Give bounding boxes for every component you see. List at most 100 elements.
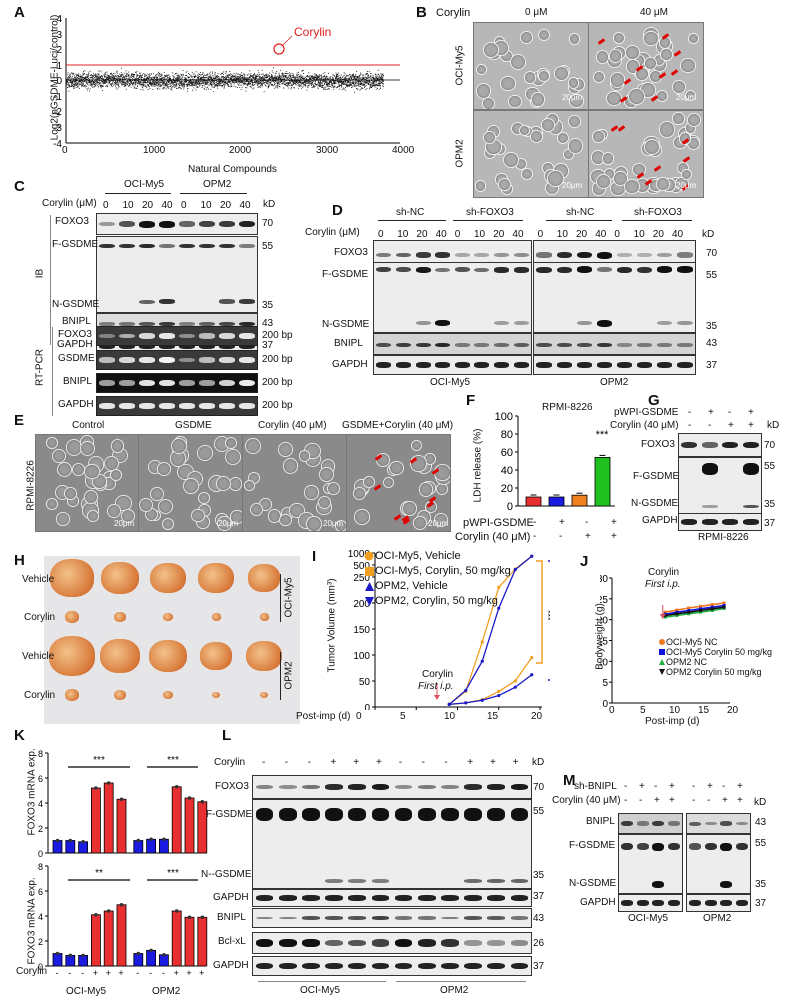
lane-label: + bbox=[748, 407, 754, 418]
lane-label: 40 bbox=[672, 229, 684, 240]
lane-label: 20 bbox=[416, 229, 428, 240]
row2-label: Corylin (40 μM) bbox=[455, 531, 531, 543]
lane-label: + bbox=[611, 517, 617, 528]
group-label: OPM2 bbox=[283, 661, 295, 690]
tumor bbox=[246, 640, 282, 672]
kd-marker: 70 bbox=[533, 782, 545, 793]
row-label: N-GSDME bbox=[322, 319, 370, 330]
lane-label: 0 bbox=[454, 229, 461, 240]
dose-label: Corylin (μM) bbox=[42, 198, 97, 209]
lane-label: + bbox=[512, 757, 519, 768]
svg-text:4: 4 bbox=[38, 799, 43, 809]
blot-gsdme bbox=[96, 236, 258, 313]
lane-label: 10 bbox=[474, 229, 486, 240]
kd-marker: 35 bbox=[706, 321, 718, 332]
svg-text:***: *** bbox=[167, 755, 179, 766]
tumor bbox=[49, 636, 95, 676]
legend-item: OPM2 Corylin 50 mg/kg bbox=[666, 667, 762, 677]
annotation: Corylin bbox=[648, 567, 680, 578]
x-tick: 0 bbox=[609, 705, 615, 716]
row-label: BNIPL bbox=[63, 376, 92, 387]
kd-marker: 55 bbox=[755, 838, 767, 849]
scale-bar: 20μm bbox=[562, 181, 583, 190]
svg-text:500: 500 bbox=[353, 561, 370, 572]
kd-label: kD bbox=[754, 797, 767, 808]
tumor bbox=[163, 690, 173, 700]
svg-text:+: + bbox=[199, 968, 204, 978]
blot-gsdme-right bbox=[686, 834, 751, 894]
svg-text:3: 3 bbox=[56, 30, 62, 41]
svg-text:-: - bbox=[162, 968, 165, 978]
svg-text:30: 30 bbox=[600, 574, 608, 585]
svg-text:0: 0 bbox=[38, 849, 43, 859]
y-axis-label: LDH release (%) bbox=[472, 428, 484, 503]
lane-label: 10 bbox=[633, 229, 645, 240]
cell-line-label: OCI-My5 bbox=[66, 986, 106, 997]
rtpcr-label: RT-PCR bbox=[34, 348, 46, 387]
svg-text:200: 200 bbox=[353, 599, 370, 610]
tumor bbox=[211, 613, 221, 621]
kd-marker: 70 bbox=[706, 248, 718, 259]
panel-label: C bbox=[14, 178, 25, 195]
row-label: BNIPL bbox=[62, 316, 91, 327]
lane-label: - bbox=[688, 420, 692, 431]
panel-label: L bbox=[222, 727, 232, 744]
micrograph-oci-0 bbox=[473, 22, 589, 110]
lane-label: 0 bbox=[181, 200, 187, 211]
lane-label: 20 bbox=[493, 229, 505, 240]
group-label: sh-FOXO3 bbox=[634, 207, 682, 218]
kd-marker: 43 bbox=[706, 338, 718, 349]
row-label: N-GSDME bbox=[52, 299, 100, 310]
tumor bbox=[65, 611, 79, 623]
lane-label: 40 bbox=[435, 229, 447, 240]
micrograph-gsdme-corylin bbox=[346, 434, 451, 532]
x-tick: 5 bbox=[640, 705, 646, 716]
x-tick: 1000 bbox=[143, 145, 166, 156]
tumor bbox=[163, 612, 173, 622]
legend-item: OCI-My5, Vehicle bbox=[375, 550, 461, 562]
scale-bar: 20μm bbox=[428, 519, 449, 528]
svg-text:15: 15 bbox=[600, 637, 608, 648]
panel-label: G bbox=[648, 392, 660, 409]
scatter-plot-a: 4 3 2 1 0 -1 -2 -3 -4 bbox=[53, 14, 400, 150]
row2-label: Corylin (40 μM) bbox=[552, 795, 621, 806]
gel-gsdme bbox=[96, 350, 258, 370]
svg-text:+: + bbox=[174, 968, 179, 978]
kd-marker: 35 bbox=[764, 499, 776, 510]
scale-bar: 20μm bbox=[562, 93, 583, 102]
row-label: GAPDH bbox=[58, 399, 94, 410]
x-tick: 5 bbox=[400, 711, 406, 722]
lane-label: + bbox=[490, 757, 496, 768]
row-label: FOXO3 bbox=[334, 247, 368, 258]
svg-text:-2: -2 bbox=[53, 107, 62, 118]
blot-bclxl bbox=[252, 932, 532, 954]
scale-bar: 20μm bbox=[114, 519, 135, 528]
svg-text:-: - bbox=[68, 968, 71, 978]
blot-bnipl-right bbox=[686, 813, 751, 834]
svg-text:***: *** bbox=[596, 429, 610, 441]
line-chart-j: 30 25 20 15 10 5 0 bbox=[600, 574, 730, 710]
lane-label: + bbox=[737, 795, 743, 806]
y-axis-label: Tumor Volume (mm³) bbox=[326, 578, 338, 673]
lane-label: + bbox=[559, 517, 565, 528]
blot-gsdme bbox=[678, 457, 762, 514]
x-axis-label: Post-imp (d) bbox=[296, 711, 351, 722]
panel-label: M bbox=[563, 772, 576, 789]
blot-bnipl-left bbox=[618, 813, 683, 834]
svg-text:5: 5 bbox=[602, 678, 608, 689]
row-label: GAPDH bbox=[213, 960, 249, 971]
lane-label: 40 bbox=[512, 229, 524, 240]
svg-text:-4: -4 bbox=[53, 139, 62, 150]
blot-foxo3 bbox=[252, 775, 532, 799]
row-label: OPM2 bbox=[454, 139, 466, 168]
annotation: First i.p. bbox=[418, 681, 454, 692]
row-label: Vehicle bbox=[22, 574, 55, 585]
lane-label: - bbox=[692, 795, 696, 806]
svg-text:1000: 1000 bbox=[348, 549, 371, 560]
kd-label: kD bbox=[767, 420, 780, 431]
scale-bar: 20μm bbox=[323, 519, 344, 528]
lane-label: + bbox=[639, 781, 645, 792]
tumor bbox=[259, 613, 269, 621]
column-header: 40 μM bbox=[640, 7, 668, 18]
blot-foxo3 bbox=[678, 433, 762, 457]
